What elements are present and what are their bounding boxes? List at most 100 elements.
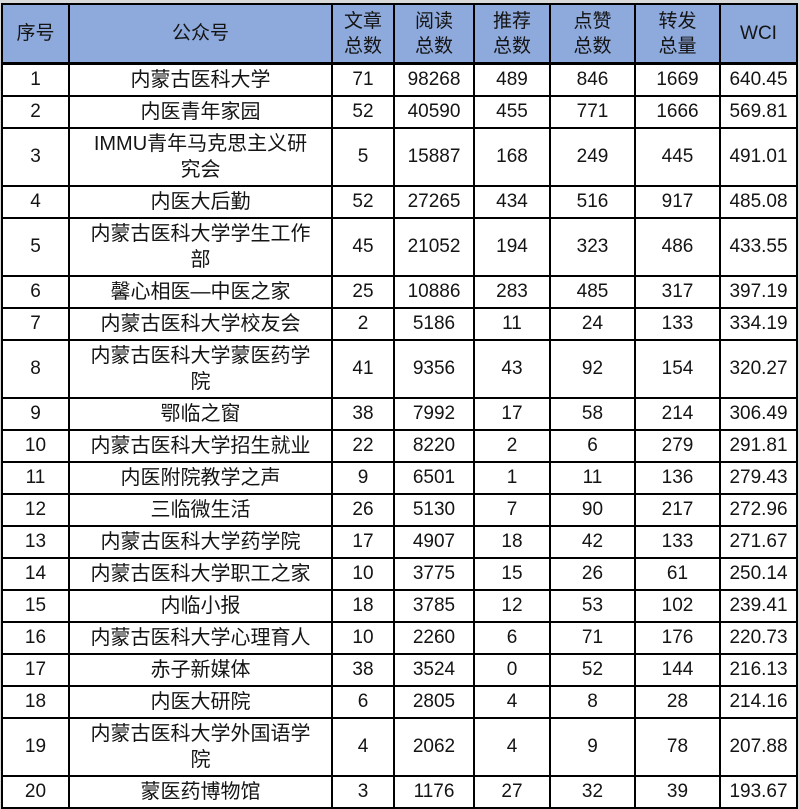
table-body: 1 内蒙古医科大学 71 98268 489 846 1669 640.45 2 内医青年家园 52… <box>1 62 798 809</box>
cell-account: 鄂临之窗 <box>68 397 333 431</box>
cell-articles: 38 <box>331 397 395 431</box>
cell-recommends: 168 <box>473 127 551 187</box>
cell-articles: 71 <box>331 62 395 97</box>
cell-reads: 7992 <box>393 397 475 431</box>
cell-articles: 18 <box>331 589 395 623</box>
table-row: 3 IMMU青年马克思主义研究会 5 15887 168 249 445 491.01 <box>1 127 798 187</box>
cell-wci: 214.16 <box>719 685 798 719</box>
cell-account: 三临微生活 <box>68 493 333 527</box>
cell-account: 内蒙古医科大学 <box>68 62 333 97</box>
cell-index: 4 <box>1 185 70 219</box>
cell-index: 2 <box>1 95 70 129</box>
cell-forwards: 78 <box>634 717 721 777</box>
cell-likes: 90 <box>549 493 636 527</box>
cell-recommends: 0 <box>473 653 551 687</box>
cell-articles: 41 <box>331 339 395 399</box>
cell-reads: 3775 <box>393 557 475 591</box>
cell-likes: 92 <box>549 339 636 399</box>
cell-likes: 846 <box>549 62 636 97</box>
cell-wci: 491.01 <box>719 127 798 187</box>
cell-forwards: 154 <box>634 339 721 399</box>
cell-recommends: 17 <box>473 397 551 431</box>
cell-forwards: 917 <box>634 185 721 219</box>
cell-account: 内临小报 <box>68 589 333 623</box>
cell-wci: 569.81 <box>719 95 798 129</box>
table-row: 1 内蒙古医科大学 71 98268 489 846 1669 640.45 <box>1 62 798 97</box>
cell-likes: 32 <box>549 775 636 809</box>
cell-articles: 45 <box>331 217 395 277</box>
cell-index: 16 <box>1 621 70 655</box>
table-row: 12 三临微生活 26 5130 7 90 217 272.96 <box>1 493 798 527</box>
cell-likes: 24 <box>549 307 636 341</box>
cell-likes: 42 <box>549 525 636 559</box>
cell-likes: 516 <box>549 185 636 219</box>
wci-ranking-table-wrap: 序号 公众号 文章 总数 阅读 总数 推荐 总数 点赞 总数 转发 总量 WCI… <box>1 3 798 809</box>
cell-forwards: 133 <box>634 525 721 559</box>
cell-forwards: 61 <box>634 557 721 591</box>
cell-articles: 26 <box>331 493 395 527</box>
cell-recommends: 27 <box>473 775 551 809</box>
cell-wci: 271.67 <box>719 525 798 559</box>
table-row: 15 内临小报 18 3785 12 53 102 239.41 <box>1 589 798 623</box>
cell-forwards: 279 <box>634 429 721 463</box>
table-row: 16 内蒙古医科大学心理育人 10 2260 6 71 176 220.73 <box>1 621 798 655</box>
cell-reads: 2062 <box>393 717 475 777</box>
cell-index: 10 <box>1 429 70 463</box>
table-row: 17 赤子新媒体 38 3524 0 52 144 216.13 <box>1 653 798 687</box>
cell-recommends: 4 <box>473 685 551 719</box>
cell-forwards: 217 <box>634 493 721 527</box>
table-row: 7 内蒙古医科大学校友会 2 5186 11 24 133 334.19 <box>1 307 798 341</box>
cell-account: 内蒙古医科大学学生工作部 <box>68 217 333 277</box>
cell-wci: 433.55 <box>719 217 798 277</box>
column-header-recommends: 推荐 总数 <box>473 3 551 65</box>
cell-account: 内蒙古医科大学职工之家 <box>68 557 333 591</box>
cell-wci: 279.43 <box>719 461 798 495</box>
cell-likes: 6 <box>549 429 636 463</box>
cell-likes: 323 <box>549 217 636 277</box>
table-row: 18 内医大研院 6 2805 4 8 28 214.16 <box>1 685 798 719</box>
column-header-articles: 文章 总数 <box>331 3 395 65</box>
cell-account: 内蒙古医科大学心理育人 <box>68 621 333 655</box>
table-row: 8 内蒙古医科大学蒙医药学院 41 9356 43 92 154 320.27 <box>1 339 798 399</box>
cell-recommends: 489 <box>473 62 551 97</box>
cell-recommends: 194 <box>473 217 551 277</box>
cell-index: 7 <box>1 307 70 341</box>
table-row: 9 鄂临之窗 38 7992 17 58 214 306.49 <box>1 397 798 431</box>
cell-account: 馨心相医—中医之家 <box>68 275 333 309</box>
cell-articles: 4 <box>331 717 395 777</box>
cell-recommends: 6 <box>473 621 551 655</box>
cell-wci: 306.49 <box>719 397 798 431</box>
table-row: 13 内蒙古医科大学药学院 17 4907 18 42 133 271.67 <box>1 525 798 559</box>
cell-index: 12 <box>1 493 70 527</box>
cell-recommends: 12 <box>473 589 551 623</box>
cell-index: 8 <box>1 339 70 399</box>
cell-likes: 52 <box>549 653 636 687</box>
cell-recommends: 283 <box>473 275 551 309</box>
cell-index: 1 <box>1 62 70 97</box>
column-header-likes: 点赞 总数 <box>549 3 636 65</box>
cell-index: 11 <box>1 461 70 495</box>
cell-account: 内医大研院 <box>68 685 333 719</box>
cell-reads: 27265 <box>393 185 475 219</box>
cell-forwards: 486 <box>634 217 721 277</box>
cell-reads: 9356 <box>393 339 475 399</box>
header-row: 序号 公众号 文章 总数 阅读 总数 推荐 总数 点赞 总数 转发 总量 WCI <box>1 3 798 65</box>
cell-recommends: 4 <box>473 717 551 777</box>
cell-reads: 3524 <box>393 653 475 687</box>
cell-forwards: 102 <box>634 589 721 623</box>
cell-account: 内蒙古医科大学外国语学院 <box>68 717 333 777</box>
cell-account: 内蒙古医科大学招生就业 <box>68 429 333 463</box>
cell-reads: 5186 <box>393 307 475 341</box>
cell-forwards: 144 <box>634 653 721 687</box>
cell-forwards: 445 <box>634 127 721 187</box>
cell-likes: 58 <box>549 397 636 431</box>
column-header-reads: 阅读 总数 <box>393 3 475 65</box>
cell-wci: 485.08 <box>719 185 798 219</box>
cell-forwards: 1669 <box>634 62 721 97</box>
cell-likes: 11 <box>549 461 636 495</box>
cell-recommends: 11 <box>473 307 551 341</box>
cell-reads: 8220 <box>393 429 475 463</box>
cell-index: 3 <box>1 127 70 187</box>
cell-likes: 9 <box>549 717 636 777</box>
cell-recommends: 455 <box>473 95 551 129</box>
